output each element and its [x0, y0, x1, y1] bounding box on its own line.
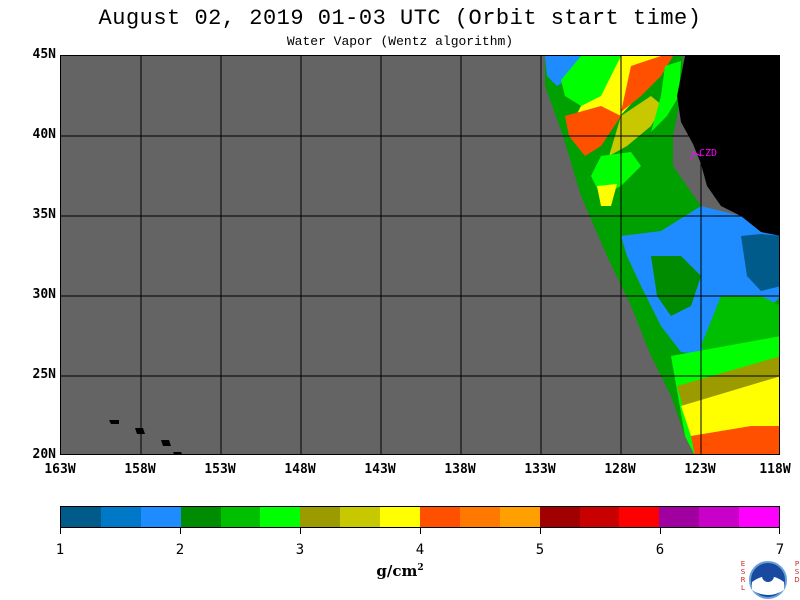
longitude-label: 138W — [444, 462, 476, 477]
data-swath — [545, 56, 779, 454]
longitude-label: 123W — [684, 462, 716, 477]
colorbar-swatch — [619, 507, 660, 527]
map-canvas: CZD — [61, 56, 779, 454]
water-vapor-map: CZD — [60, 55, 780, 455]
latitude-label: 40N — [32, 127, 56, 142]
colorbar-tick-label: 3 — [295, 542, 305, 558]
longitude-label: 143W — [364, 462, 396, 477]
psd-text: PSD — [793, 560, 800, 584]
station-marker — [690, 151, 702, 161]
colorbar-swatch — [340, 507, 381, 527]
latitude-label: 35N — [32, 207, 56, 222]
longitude-label: 153W — [204, 462, 236, 477]
colorbar-swatch — [220, 507, 261, 527]
colorbar-swatch — [380, 507, 421, 527]
station-label: CZD — [699, 148, 717, 159]
psd-letters: PSD — [792, 560, 800, 587]
longitude-label: 163W — [44, 462, 76, 477]
longitude-label: 133W — [524, 462, 556, 477]
unit-base: g/cm — [376, 562, 418, 580]
colorbar-tick — [779, 528, 780, 534]
colorbar-tick — [420, 528, 421, 534]
colorbar-tick-label: 4 — [415, 542, 425, 558]
colorbar-swatch — [100, 507, 141, 527]
latitude-label: 20N — [32, 447, 56, 462]
land-mass — [109, 56, 779, 454]
map-subtitle: Water Vapor (Wentz algorithm) — [286, 34, 514, 49]
noaa-logo: ESRL PSD — [736, 560, 800, 600]
noaa-emblem-icon — [749, 561, 787, 599]
colorbar-swatch — [420, 507, 460, 527]
longitude-label: 128W — [604, 462, 636, 477]
colorbar-swatch — [140, 507, 181, 527]
colorbar-tick-label: 7 — [775, 542, 785, 558]
colorbar-tick-label: 1 — [55, 542, 65, 558]
colorbar-tick-label: 6 — [655, 542, 665, 558]
latitude-label: 30N — [32, 287, 56, 302]
colorbar-tick — [180, 528, 181, 534]
colorbar-swatch — [539, 507, 580, 527]
colorbar-tick — [540, 528, 541, 534]
colorbar-swatch — [61, 507, 101, 527]
colorbar-tick — [300, 528, 301, 534]
colorbar-swatch — [659, 507, 700, 527]
unit-exponent: 2 — [417, 563, 424, 573]
longitude-label: 158W — [124, 462, 156, 477]
colorbar-swatch — [180, 507, 221, 527]
colorbar — [60, 506, 780, 528]
colorbar-tick — [660, 528, 661, 534]
map-title: August 02, 2019 01-03 UTC (Orbit start t… — [98, 6, 702, 31]
longitude-label: 118W — [759, 462, 791, 477]
colorbar-tick — [60, 528, 61, 534]
esrl-text: ESRL — [739, 560, 747, 592]
colorbar-swatch — [300, 507, 341, 527]
esrl-letters: ESRL — [738, 560, 747, 595]
colorbar-tick-label: 2 — [175, 542, 185, 558]
latitude-label: 45N — [32, 47, 56, 62]
colorbar-swatch — [499, 507, 540, 527]
colorbar-swatch — [739, 507, 780, 527]
latitude-label: 25N — [32, 367, 56, 382]
colorbar-swatch — [699, 507, 740, 527]
colorbar-swatch — [579, 507, 620, 527]
colorbar-tick-label: 5 — [535, 542, 545, 558]
colorbar-swatch — [459, 507, 500, 527]
colorbar-swatch — [260, 507, 301, 527]
longitude-label: 148W — [284, 462, 316, 477]
colorbar-unit: g/cm2 — [370, 562, 430, 580]
lat-lon-grid — [61, 56, 779, 454]
